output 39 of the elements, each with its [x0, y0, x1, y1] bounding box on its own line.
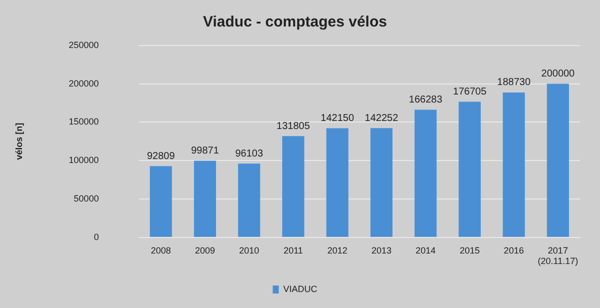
x-tick-label: 2016 — [504, 245, 524, 256]
legend-label: VIADUC — [283, 284, 318, 294]
y-tick-label: 50000 — [74, 193, 99, 204]
bar — [238, 164, 260, 237]
bar — [414, 110, 437, 237]
data-label: 96103 — [235, 148, 264, 160]
bar — [502, 92, 525, 237]
bar — [458, 102, 481, 237]
y-tick-label: 150000 — [68, 116, 99, 127]
y-tick-label: 100000 — [68, 155, 99, 166]
x-tick-label: 2008 — [150, 245, 171, 256]
data-label: 142252 — [364, 112, 399, 124]
data-label: 200000 — [541, 68, 576, 80]
x-tick-label: 2013 — [371, 245, 392, 256]
data-label: 166283 — [408, 94, 443, 106]
x-tick-label: 2017 (20.11.17) — [538, 245, 578, 266]
x-tick-label: 2011 — [284, 245, 303, 256]
bar — [282, 136, 304, 237]
data-label: 99871 — [191, 145, 220, 156]
chart-title: Viaduc - comptages vélos — [203, 14, 387, 31]
data-label: 176705 — [453, 86, 487, 98]
y-tick-label: 200000 — [68, 78, 99, 88]
bar — [546, 84, 569, 237]
y-tick-label: 0 — [94, 232, 99, 242]
y-axis-title: vélos [n] — [14, 122, 24, 160]
x-tick-label: 2009 — [194, 245, 216, 256]
data-label: 131805 — [276, 120, 310, 132]
x-tick-label: 2014 — [416, 245, 436, 256]
bar — [194, 160, 216, 237]
x-tick-label: 2012 — [327, 245, 348, 256]
x-tick-label: 2010 — [239, 245, 260, 256]
y-tick-label: 250000 — [68, 40, 99, 50]
data-label: 92809 — [146, 150, 176, 162]
x-tick-label: 2015 — [460, 245, 480, 256]
bar — [150, 166, 172, 237]
bar — [326, 128, 348, 237]
data-label: 188730 — [497, 77, 531, 88]
bar — [370, 128, 393, 237]
data-label: 142150 — [320, 112, 354, 124]
